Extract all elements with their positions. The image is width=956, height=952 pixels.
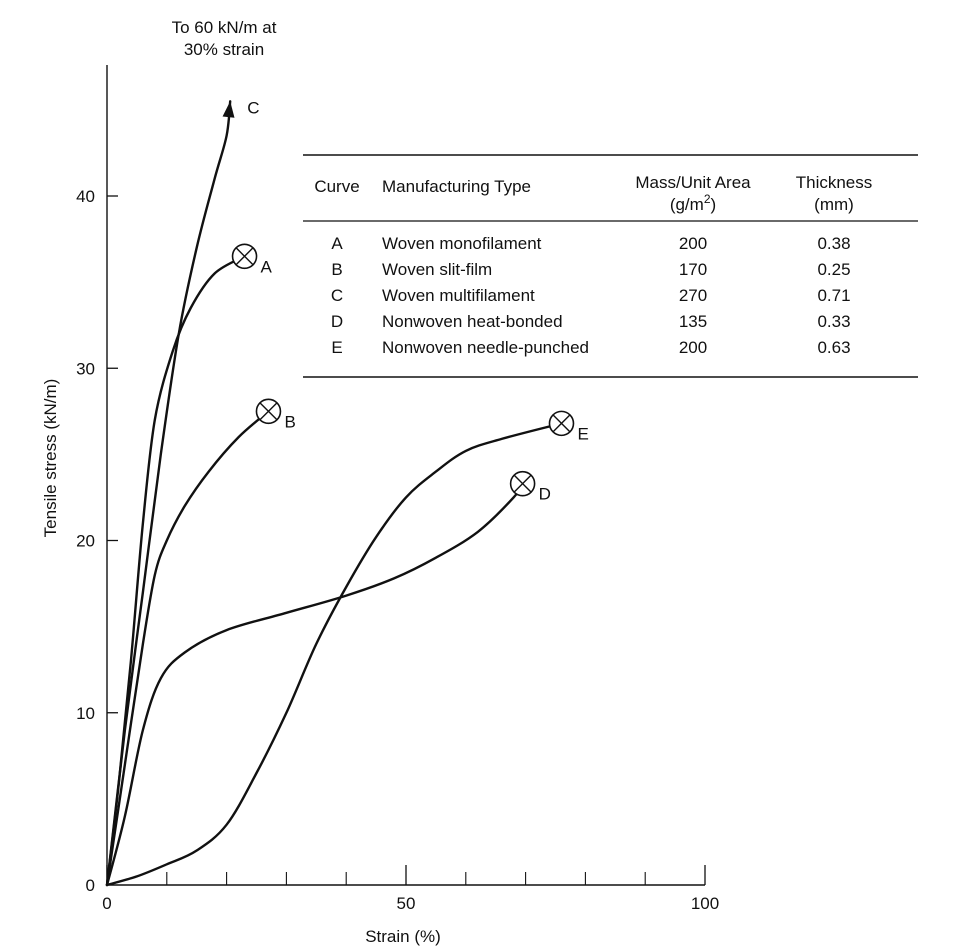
curve-label-b: B	[284, 412, 295, 431]
legend-curve: C	[331, 286, 343, 305]
legend-curve: B	[331, 260, 342, 279]
failure-marker-b	[255, 398, 282, 425]
annotation-line1: To 60 kN/m at	[172, 18, 277, 37]
axes: 0 50 100 0 10 20 30 40	[76, 65, 719, 913]
curve-c	[105, 100, 232, 887]
legend-thickness: 0.71	[817, 286, 850, 305]
x-tick-label: 100	[691, 894, 719, 913]
curve-label-d: D	[539, 485, 551, 504]
legend-row: B Woven slit-film 170 0.25	[331, 260, 850, 279]
curve-label-c: C	[247, 98, 259, 117]
marker-cross	[259, 402, 278, 421]
arrowhead-c	[222, 101, 235, 118]
legend-mass: 135	[679, 312, 707, 331]
marker-cross	[552, 414, 571, 433]
y-tick-label: 10	[76, 704, 95, 723]
x-axis-label: Strain (%)	[365, 927, 441, 946]
header-thickness-line2: (mm)	[814, 195, 854, 214]
y-tick-label: 30	[76, 359, 95, 378]
legend-row: D Nonwoven heat-bonded 135 0.33	[331, 312, 851, 331]
curve-label-a: A	[261, 257, 273, 276]
failure-marker-a	[231, 243, 258, 270]
legend-row: E Nonwoven needle-punched 200 0.63	[331, 338, 850, 357]
y-axis-label: Tensile stress (kN/m)	[41, 379, 60, 538]
legend-type: Woven monofilament	[382, 234, 542, 253]
curve-d	[105, 482, 524, 887]
failure-marker-e	[548, 410, 575, 437]
x-tick-label: 0	[102, 894, 111, 913]
legend-thickness: 0.38	[817, 234, 850, 253]
header-mass-line2: (g/m2)	[670, 192, 716, 214]
legend-mass: 170	[679, 260, 707, 279]
header-mass-line1: Mass/Unit Area	[635, 173, 751, 192]
legend-curve: E	[331, 338, 342, 357]
legend-type: Woven multifilament	[382, 286, 535, 305]
header-thickness-line1: Thickness	[796, 173, 873, 192]
legend-type: Woven slit-film	[382, 260, 492, 279]
y-tick-label: 0	[86, 876, 95, 895]
curve-e	[105, 422, 563, 887]
legend-mass: 270	[679, 286, 707, 305]
header-type: Manufacturing Type	[382, 177, 531, 196]
legend-row: C Woven multifilament 270 0.71	[331, 286, 851, 305]
legend-curve: D	[331, 312, 343, 331]
header-curve: Curve	[314, 177, 359, 196]
curve-b	[105, 410, 270, 887]
legend-mass: 200	[679, 234, 707, 253]
legend-curve: A	[331, 234, 343, 253]
failure-marker-d	[509, 470, 536, 497]
legend-rows: A Woven monofilament 200 0.38 B Woven slit-fi…	[331, 234, 851, 357]
legend-table: Curve Manufacturing Type Mass/Unit Area …	[303, 154, 918, 378]
legend-thickness: 0.63	[817, 338, 850, 357]
legend-thickness: 0.25	[817, 260, 850, 279]
legend-type: Nonwoven heat-bonded	[382, 312, 563, 331]
y-tick-label: 20	[76, 532, 95, 551]
marker-cross	[235, 247, 254, 266]
curve-label-e: E	[577, 424, 588, 443]
marker-cross	[513, 474, 532, 493]
annotation-line2: 30% strain	[184, 40, 264, 59]
legend-row: A Woven monofilament 200 0.38	[331, 234, 850, 253]
x-tick-label: 50	[397, 894, 416, 913]
legend-mass: 200	[679, 338, 707, 357]
legend-type: Nonwoven needle-punched	[382, 338, 589, 357]
y-tick-label: 40	[76, 187, 95, 206]
legend-thickness: 0.33	[817, 312, 850, 331]
